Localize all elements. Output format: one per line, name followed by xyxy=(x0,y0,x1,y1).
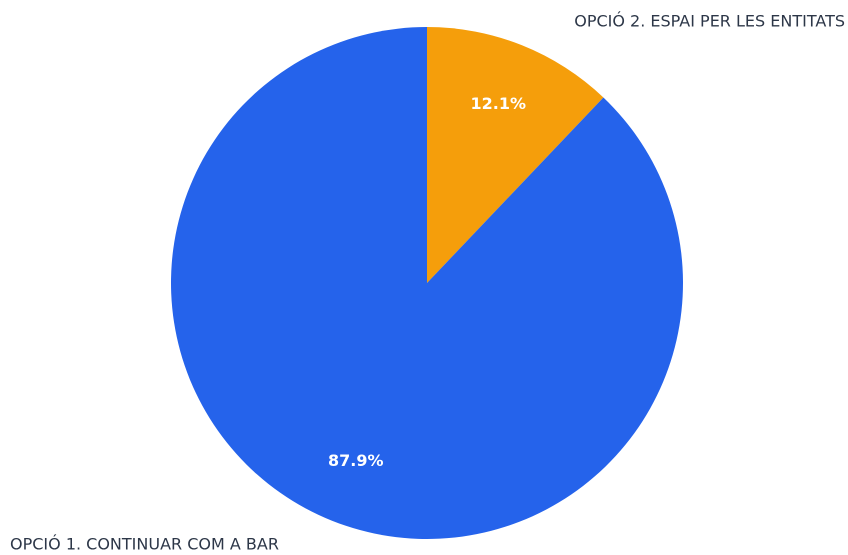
value-label: 87.9% xyxy=(328,451,384,470)
category-label: OPCIÓ 1. CONTINUAR COM A BAR xyxy=(10,535,279,554)
pie-slice xyxy=(170,27,683,539)
value-label: 12.1% xyxy=(470,94,526,113)
pie-slice xyxy=(427,27,604,283)
category-label: OPCIÓ 2. ESPAI PER LES ENTITATS xyxy=(574,12,845,31)
